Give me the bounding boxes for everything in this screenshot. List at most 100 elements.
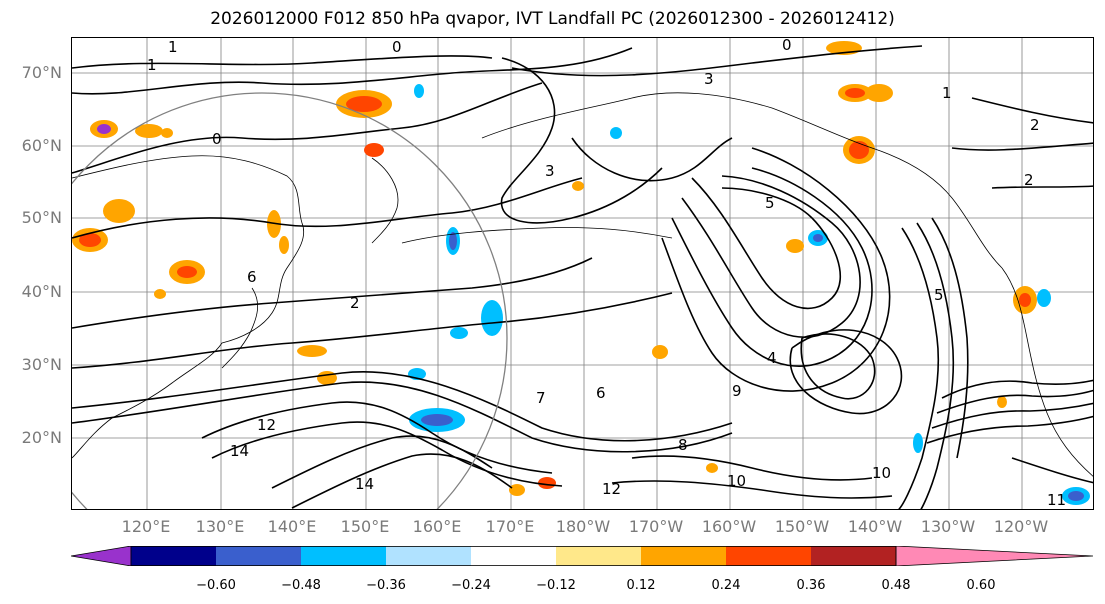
shade-patch bbox=[1068, 491, 1084, 501]
colorbar-extend-low bbox=[71, 546, 132, 566]
contour-line bbox=[926, 415, 1093, 444]
contour-label: 0 bbox=[212, 130, 222, 148]
shade-patch bbox=[1037, 289, 1051, 307]
contour-line bbox=[898, 227, 940, 509]
coastline-north-america bbox=[1001, 267, 1093, 477]
colorbar-tick: 0.36 bbox=[796, 578, 826, 593]
colorbar-tick: −0.12 bbox=[536, 578, 576, 593]
colorbar-segment bbox=[556, 546, 641, 566]
lat-label-50n: 50°N bbox=[21, 208, 62, 227]
shade-patch bbox=[813, 234, 823, 242]
shade-patch bbox=[364, 143, 384, 157]
lon-label-180w: 180°W bbox=[555, 517, 611, 536]
colorbar-segment bbox=[471, 546, 556, 566]
colorbar-tick: −0.48 bbox=[281, 578, 321, 593]
lon-label-120w: 120°W bbox=[993, 517, 1049, 536]
map-panel: 0 1 1 0 0 1 2 2 2 3 3 4 5 5 6 6 7 8 9 10… bbox=[71, 37, 1094, 510]
lon-label-160w: 160°W bbox=[701, 517, 757, 536]
coastline-asia bbox=[72, 155, 304, 459]
contour-label: 0 bbox=[782, 38, 792, 54]
contour-label: 10 bbox=[727, 472, 746, 490]
coastline-kamchatka bbox=[371, 157, 399, 244]
shade-patch bbox=[449, 232, 457, 250]
lon-label-140e: 140°E bbox=[267, 517, 317, 536]
contour-label: 12 bbox=[257, 416, 276, 434]
contour-label: 9 bbox=[732, 382, 742, 400]
contour-label: 10 bbox=[872, 464, 891, 482]
contour-labels: 0 1 1 0 0 1 2 2 2 3 3 4 5 5 6 6 7 8 9 10… bbox=[147, 38, 1066, 509]
shade-patch bbox=[450, 327, 468, 339]
contour-line bbox=[671, 167, 873, 367]
contour-label: 14 bbox=[355, 475, 374, 493]
contour-line bbox=[951, 142, 1093, 151]
colorbar-segment bbox=[726, 546, 811, 566]
colorbar-tick: −0.36 bbox=[366, 578, 406, 593]
contour-line bbox=[271, 435, 493, 489]
coastline-alaska bbox=[481, 92, 1003, 269]
colorbar-tick: 0.60 bbox=[966, 578, 996, 593]
lat-label-20n: 20°N bbox=[21, 428, 62, 447]
contour-label: 1 bbox=[168, 38, 178, 56]
coastline-aleutians bbox=[401, 227, 673, 244]
range-circle bbox=[72, 92, 508, 509]
shade-patch bbox=[279, 236, 289, 254]
lon-label-170e: 170°E bbox=[485, 517, 535, 536]
contour-line bbox=[691, 177, 842, 310]
contour-label: 3 bbox=[545, 162, 555, 180]
ivt-contours bbox=[72, 45, 1093, 509]
map-canvas: 0 1 1 0 0 1 2 2 2 3 3 4 5 5 6 6 7 8 9 10… bbox=[72, 38, 1093, 509]
colorbar-tick: −0.24 bbox=[451, 578, 491, 593]
shade-patch bbox=[509, 484, 525, 496]
shade-patch bbox=[865, 84, 893, 102]
contour-line bbox=[800, 333, 876, 400]
contour-label: 1 bbox=[147, 56, 157, 74]
contour-label: 2 bbox=[1030, 116, 1040, 134]
lon-label-130e: 130°E bbox=[195, 517, 245, 536]
lon-label-140w: 140°W bbox=[847, 517, 903, 536]
contour-line bbox=[611, 480, 893, 499]
contour-line bbox=[991, 185, 1093, 189]
shade-patch bbox=[177, 266, 197, 278]
shade-patch bbox=[913, 433, 923, 453]
lon-label-160e: 160°E bbox=[412, 517, 462, 536]
colorbar-tick: 0.12 bbox=[626, 578, 656, 593]
lon-label-150e: 150°E bbox=[340, 517, 390, 536]
shade-patch bbox=[414, 84, 424, 98]
contour-line bbox=[631, 455, 873, 481]
contour-label: 12 bbox=[602, 480, 621, 498]
map-title: 2026012000 F012 850 hPa qvapor, IVT Land… bbox=[210, 9, 895, 29]
colorbar-tick: 0.24 bbox=[711, 578, 741, 593]
graticule bbox=[72, 38, 1093, 509]
contour-line bbox=[72, 177, 583, 239]
contour-line bbox=[72, 371, 733, 442]
qvapor-shading bbox=[72, 41, 1090, 505]
shade-patch bbox=[97, 124, 111, 134]
contour-label: 4 bbox=[767, 349, 777, 367]
shade-patch bbox=[538, 477, 556, 489]
contour-label: 1 bbox=[942, 84, 952, 102]
shade-patch bbox=[161, 128, 173, 138]
lat-label-70n: 70°N bbox=[21, 63, 62, 82]
contour-line bbox=[291, 453, 513, 509]
lat-label-60n: 60°N bbox=[21, 136, 62, 155]
contour-label: 5 bbox=[765, 194, 775, 212]
contour-line bbox=[681, 175, 861, 338]
lon-label-130w: 130°W bbox=[920, 517, 976, 536]
shade-patch bbox=[135, 124, 163, 138]
contour-label: 6 bbox=[596, 384, 606, 402]
shade-patch bbox=[154, 289, 166, 299]
colorbar-tick: 0.48 bbox=[881, 578, 911, 593]
shade-patch bbox=[317, 371, 337, 385]
contour-line bbox=[72, 55, 493, 69]
contour-line bbox=[661, 147, 891, 392]
colorbar bbox=[71, 546, 1094, 566]
shade-patch bbox=[652, 345, 668, 359]
coastline-japan bbox=[221, 287, 259, 369]
colorbar-segment bbox=[301, 546, 386, 566]
contour-line bbox=[1011, 457, 1093, 484]
lat-label-40n: 40°N bbox=[21, 282, 62, 301]
colorbar-segment bbox=[641, 546, 726, 566]
contour-label: 0 bbox=[392, 38, 402, 56]
contour-line bbox=[941, 379, 1093, 399]
shade-patch bbox=[346, 96, 382, 112]
